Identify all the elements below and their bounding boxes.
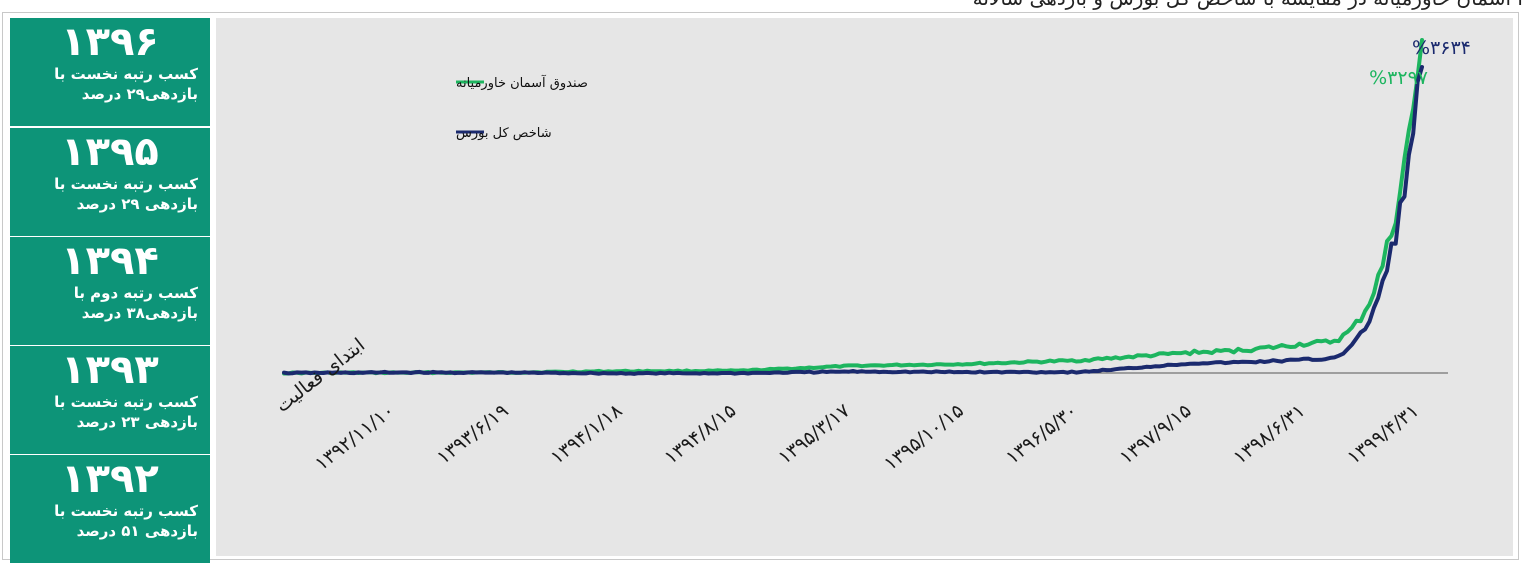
return-description: بازدهی۲۹ درصد: [10, 84, 210, 104]
end-value-label: %۳۶۳۴: [1412, 37, 1471, 59]
x-tick-label: ۱۳۹۶/۵/۳۰: [1002, 400, 1082, 469]
end-value-label: %۳۲۹۷: [1369, 67, 1428, 89]
rank-description: کسب رتبه دوم با: [10, 283, 210, 303]
return-description: بازدهی۳۸ درصد: [10, 303, 210, 323]
x-tick-label: ۱۳۹۳/۶/۱۹: [433, 400, 513, 469]
cropped-header-text: ا آسمان خاورمیانه در مقایسه با شاخص کل ب…: [0, 0, 1523, 10]
return-description: بازدهی ۵۱ درصد: [10, 521, 210, 541]
rank-description: کسب رتبه نخست با: [10, 64, 210, 84]
return-description: بازدهی ۲۳ درصد: [10, 412, 210, 432]
sidebar: ۱۳۹۶ کسب رتبه نخست با بازدهی۲۹ درصد ۱۳۹۵ کسب…: [10, 18, 210, 558]
x-tick-label: ۱۳۹۹/۴/۳۱: [1343, 400, 1423, 469]
series-line-index: [284, 67, 1422, 374]
year-number: ۱۳۹۲: [10, 457, 210, 501]
rank-description: کسب رتبه نخست با: [10, 392, 210, 412]
x-tick-label: ۱۳۹۸/۶/۳۱: [1229, 400, 1309, 469]
x-tick-label: ۱۳۹۴/۱/۱۸: [547, 400, 627, 469]
year-number: ۱۳۹۵: [10, 130, 210, 174]
year-card: ۱۳۹۲ کسب رتبه نخست با بازدهی ۵۱ درصد: [10, 455, 210, 563]
year-number: ۱۳۹۶: [10, 20, 210, 64]
rank-description: کسب رتبه نخست با: [10, 174, 210, 194]
year-card: ۱۳۹۴ کسب رتبه دوم با بازدهی۳۸ درصد: [10, 237, 210, 345]
return-description: بازدهی ۲۹ درصد: [10, 194, 210, 214]
year-card: ۱۳۹۳ کسب رتبه نخست با بازدهی ۲۳ درصد: [10, 346, 210, 454]
legend-item: شاخص کل بورس: [456, 126, 552, 141]
x-tick-label: ۱۳۹۲/۱۱/۱۰: [311, 400, 399, 475]
x-tick-label: ۱۳۹۷/۹/۱۵: [1116, 400, 1196, 469]
series-line-fund: [284, 40, 1422, 374]
legend-label: صندوق آسمان خاورمیانه: [456, 74, 588, 91]
legend-label: شاخص کل بورس: [456, 126, 552, 141]
line-chart: %۳۲۹۷ %۳۶۳۴ صندوق آسمان خاورمیانه شاخص کل ب…: [216, 18, 1513, 556]
year-card: ۱۳۹۵ کسب رتبه نخست با بازدهی ۲۹ درصد: [10, 128, 210, 236]
rank-description: کسب رتبه نخست با: [10, 501, 210, 521]
legend-item: صندوق آسمان خاورمیانه: [456, 74, 588, 91]
year-number: ۱۳۹۳: [10, 348, 210, 392]
x-tick-label: ۱۳۹۵/۳/۱۷: [774, 400, 854, 469]
x-tick-label: ۱۳۹۴/۸/۱۵: [660, 400, 740, 469]
year-number: ۱۳۹۴: [10, 239, 210, 283]
plot-area: %۳۲۹۷ %۳۶۳۴ صندوق آسمان خاورمیانه شاخص کل ب…: [216, 18, 1513, 556]
x-tick-label: ۱۳۹۵/۱۰/۱۵: [880, 400, 968, 475]
year-card: ۱۳۹۶ کسب رتبه نخست با بازدهی۲۹ درصد: [10, 18, 210, 126]
cropped-header: ا آسمان خاورمیانه در مقایسه با شاخص کل ب…: [0, 0, 1523, 10]
